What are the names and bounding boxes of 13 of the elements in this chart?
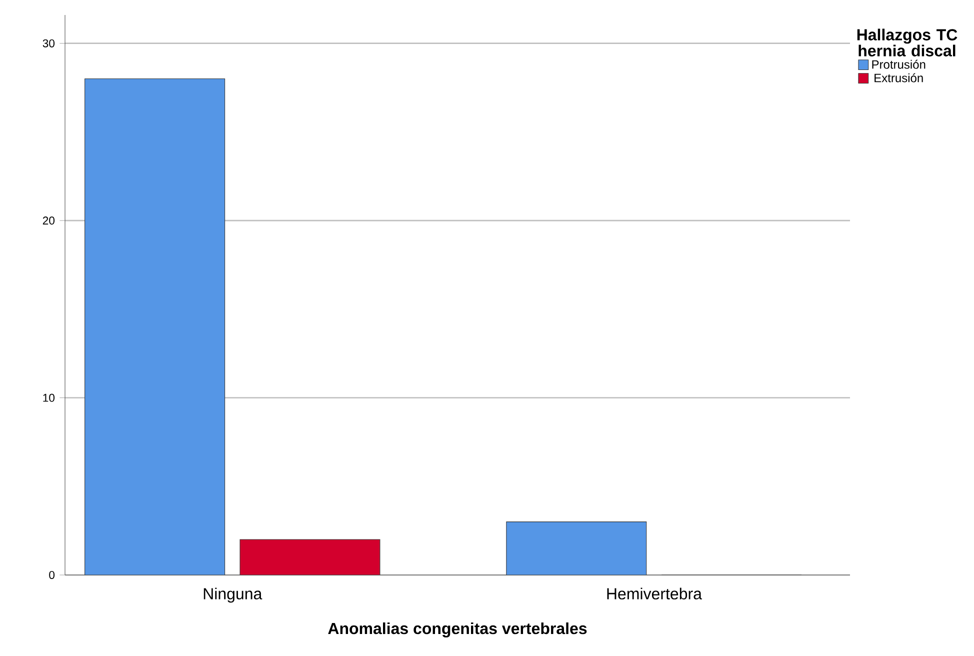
y-tick-label: 0	[49, 570, 55, 579]
x-tick-label: Ninguna	[204, 588, 262, 603]
y-tick-label: 20	[42, 216, 55, 225]
y-tick-label: 10	[43, 394, 55, 402]
legend-label: Protrusión	[872, 60, 926, 69]
legend-label: Extrusión	[874, 73, 923, 82]
legend-title: Hallazgos TC hernia discal	[857, 28, 958, 56]
bar	[506, 522, 647, 575]
x-tick-label: Hemivertebra	[607, 588, 702, 600]
bar	[240, 539, 380, 575]
y-tick-label: 30	[42, 39, 55, 48]
bar	[84, 78, 226, 575]
x-axis-title: Anomalias congenitas vertebrales	[328, 622, 587, 638]
